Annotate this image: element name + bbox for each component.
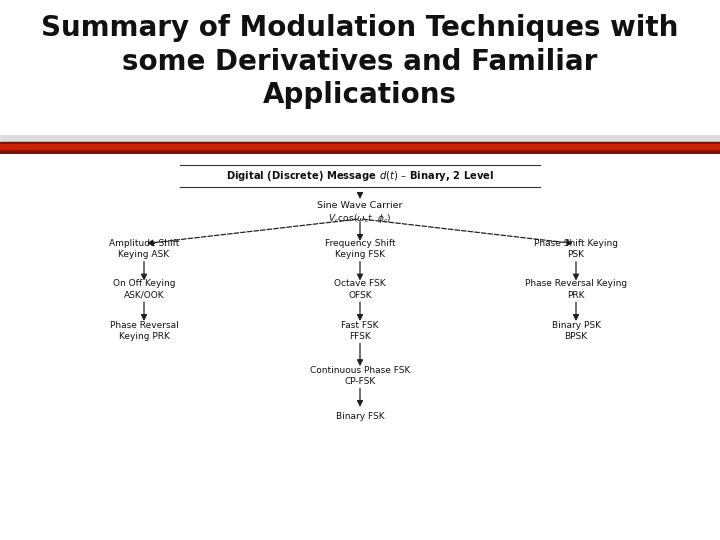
Text: Octave FSK
OFSK: Octave FSK OFSK bbox=[334, 279, 386, 300]
Text: Continuous Phase FSK
CP-FSK: Continuous Phase FSK CP-FSK bbox=[310, 366, 410, 386]
Text: Summary of Modulation Techniques with
some Derivatives and Familiar
Applications: Summary of Modulation Techniques with so… bbox=[41, 14, 679, 109]
Text: $V_c\cos(\omega_c t\ \ \phi_c)$: $V_c\cos(\omega_c t\ \ \phi_c)$ bbox=[328, 212, 392, 225]
Bar bbox=[0, 135, 720, 144]
Text: Fast FSK
FFSK: Fast FSK FFSK bbox=[341, 321, 379, 341]
Text: Digital (Discrete) Message $d(t)$ – Binary, 2 Level: Digital (Discrete) Message $d(t)$ – Bina… bbox=[226, 170, 494, 184]
Text: Frequency Shift
Keying FSK: Frequency Shift Keying FSK bbox=[325, 239, 395, 259]
Text: Phase Reversal Keying
PRK: Phase Reversal Keying PRK bbox=[525, 279, 627, 300]
Text: Binary FSK: Binary FSK bbox=[336, 412, 384, 421]
Bar bbox=[0, 144, 720, 149]
Bar bbox=[0, 141, 720, 154]
Text: Binary PSK
BPSK: Binary PSK BPSK bbox=[552, 321, 600, 341]
Text: Phase Reversal
Keying PRK: Phase Reversal Keying PRK bbox=[109, 321, 179, 341]
Text: On Off Keying
ASK/OOK: On Off Keying ASK/OOK bbox=[113, 279, 175, 300]
Text: Phase Shift Keying
PSK: Phase Shift Keying PSK bbox=[534, 239, 618, 259]
Text: Sine Wave Carrier: Sine Wave Carrier bbox=[318, 201, 402, 210]
Text: Amplitude Shift
Keying ASK: Amplitude Shift Keying ASK bbox=[109, 239, 179, 259]
